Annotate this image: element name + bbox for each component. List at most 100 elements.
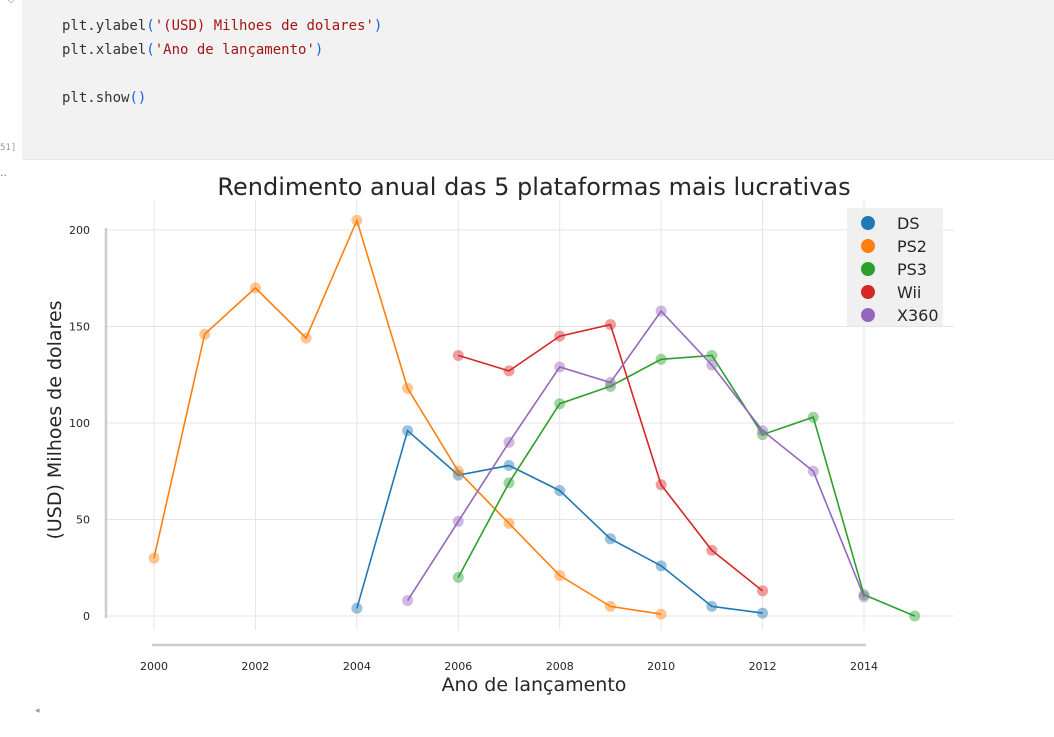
x-axis-label: Ano de lançamento <box>442 674 627 696</box>
y-tick-label: 0 <box>83 610 90 623</box>
legend-label-ds: DS <box>897 214 919 233</box>
data-point-x360 <box>402 595 414 607</box>
data-point-wii <box>503 365 515 377</box>
data-point-ds <box>757 607 769 619</box>
code-token: () <box>129 90 147 106</box>
data-point-ds <box>655 560 667 572</box>
code-token: plt.ylabel <box>62 18 147 34</box>
data-point-wii <box>706 544 718 556</box>
data-point-x360 <box>503 436 515 448</box>
code-block[interactable]: plt.ylabel('(USD) Milhoes de dolares') pl… <box>62 14 382 110</box>
code-token: '(USD) Milhoes de dolares' <box>154 18 374 34</box>
data-point-wii <box>757 585 769 597</box>
data-point-ds <box>402 425 414 437</box>
data-point-x360 <box>757 425 769 437</box>
x-tick-label: 2008 <box>546 660 574 673</box>
data-point-ps2 <box>148 552 160 564</box>
collapse-indicator[interactable]: ᵔ ◇ <box>0 0 15 5</box>
data-point-x360 <box>554 361 566 373</box>
code-token: ) <box>314 42 324 58</box>
chart-title: Rendimento anual das 5 plataformas mais … <box>217 173 850 201</box>
legend-label-ps3: PS3 <box>897 260 927 279</box>
x-tick-label: 2004 <box>343 660 371 673</box>
data-point-ps3 <box>452 571 464 583</box>
series-line-ds <box>356 429 763 614</box>
grid <box>106 200 954 630</box>
data-point-ds <box>503 459 515 471</box>
data-point-ds <box>604 533 616 545</box>
y-tick-label: 50 <box>76 514 90 527</box>
legend-label-x360: X360 <box>897 306 939 325</box>
series-line-wii <box>458 323 764 592</box>
execution-count: 51] <box>0 143 17 153</box>
data-point-ds <box>706 600 718 612</box>
y-tick-label: 100 <box>69 417 90 430</box>
data-point-ps3 <box>807 411 819 423</box>
y-tick-label: 200 <box>69 224 90 237</box>
plot-area <box>106 200 954 630</box>
data-point-ds <box>351 602 363 614</box>
code-token: 'Ano de lançamento' <box>154 42 315 58</box>
data-point-ps3 <box>604 380 616 392</box>
data-point-x360 <box>655 305 667 317</box>
data-point-ps2 <box>452 465 464 477</box>
y-axis-label: (USD) Milhoes de dolares <box>44 300 66 539</box>
data-point-ps3 <box>858 589 870 601</box>
code-token: plt.xlabel <box>62 42 147 58</box>
data-point-ps2 <box>249 282 261 294</box>
code-token: ( <box>146 42 155 58</box>
data-point-ps3 <box>554 398 566 410</box>
legend-marker-ps2 <box>861 239 875 253</box>
data-point-x360 <box>604 376 616 388</box>
code-token: plt.show <box>62 90 130 106</box>
data-point-ps2 <box>554 569 566 581</box>
data-point-ps2 <box>655 608 667 620</box>
code-line: plt.show() <box>62 86 382 110</box>
series-line-ps2 <box>153 218 662 615</box>
legend-marker-x360 <box>861 308 875 322</box>
legend-marker-ds <box>861 216 875 230</box>
x-tick-label: 2012 <box>749 660 777 673</box>
data-point-wii <box>554 330 566 342</box>
data-point-ps3 <box>706 349 718 361</box>
data-point-wii <box>604 319 616 331</box>
data-point-ds <box>554 485 566 497</box>
y-tick-label: 150 <box>69 321 90 334</box>
data-point-ps2 <box>300 332 312 344</box>
data-point-ps2 <box>402 382 414 394</box>
y-ticks: 0 50 100 150 200 <box>69 224 90 623</box>
x-tick-label: 2000 <box>140 660 168 673</box>
legend-marker-wii <box>861 285 875 299</box>
legend-marker-ps3 <box>861 262 875 276</box>
data-point-ds <box>452 469 464 481</box>
code-token: ) <box>373 18 383 34</box>
data-point-ps3 <box>655 353 667 365</box>
data-point-x360 <box>858 591 870 603</box>
series-lines <box>153 218 916 617</box>
x-tick-label: 2010 <box>647 660 675 673</box>
code-token: ( <box>146 18 155 34</box>
series-line-ps3 <box>457 354 916 617</box>
data-point-ps3 <box>909 610 921 622</box>
data-point-x360 <box>706 359 718 371</box>
series-points <box>148 214 921 622</box>
x-tick-label: 2006 <box>444 660 472 673</box>
data-point-ps2 <box>503 517 515 529</box>
code-line: plt.xlabel('Ano de lançamento') <box>62 38 382 62</box>
legend-label-wii: Wii <box>897 283 921 302</box>
data-point-ps3 <box>757 429 769 441</box>
data-point-ps3 <box>503 477 515 489</box>
data-point-x360 <box>807 465 819 477</box>
data-point-ps2 <box>199 328 211 340</box>
scroll-left-icon[interactable]: ◂ <box>35 706 40 716</box>
series-line-x360 <box>406 309 865 602</box>
data-point-wii <box>452 349 464 361</box>
data-point-ps2 <box>351 214 363 226</box>
data-point-wii <box>655 479 667 491</box>
x-ticks: 2000 2002 2004 2006 2008 2010 2012 2014 <box>140 660 878 673</box>
code-cell[interactable]: plt.ylabel('(USD) Milhoes de dolares') pl… <box>22 0 1054 160</box>
code-line: plt.ylabel('(USD) Milhoes de dolares') <box>62 14 382 38</box>
legend: DS PS2 PS3 Wii X360 <box>847 208 943 326</box>
output-marker: .. <box>0 166 7 179</box>
